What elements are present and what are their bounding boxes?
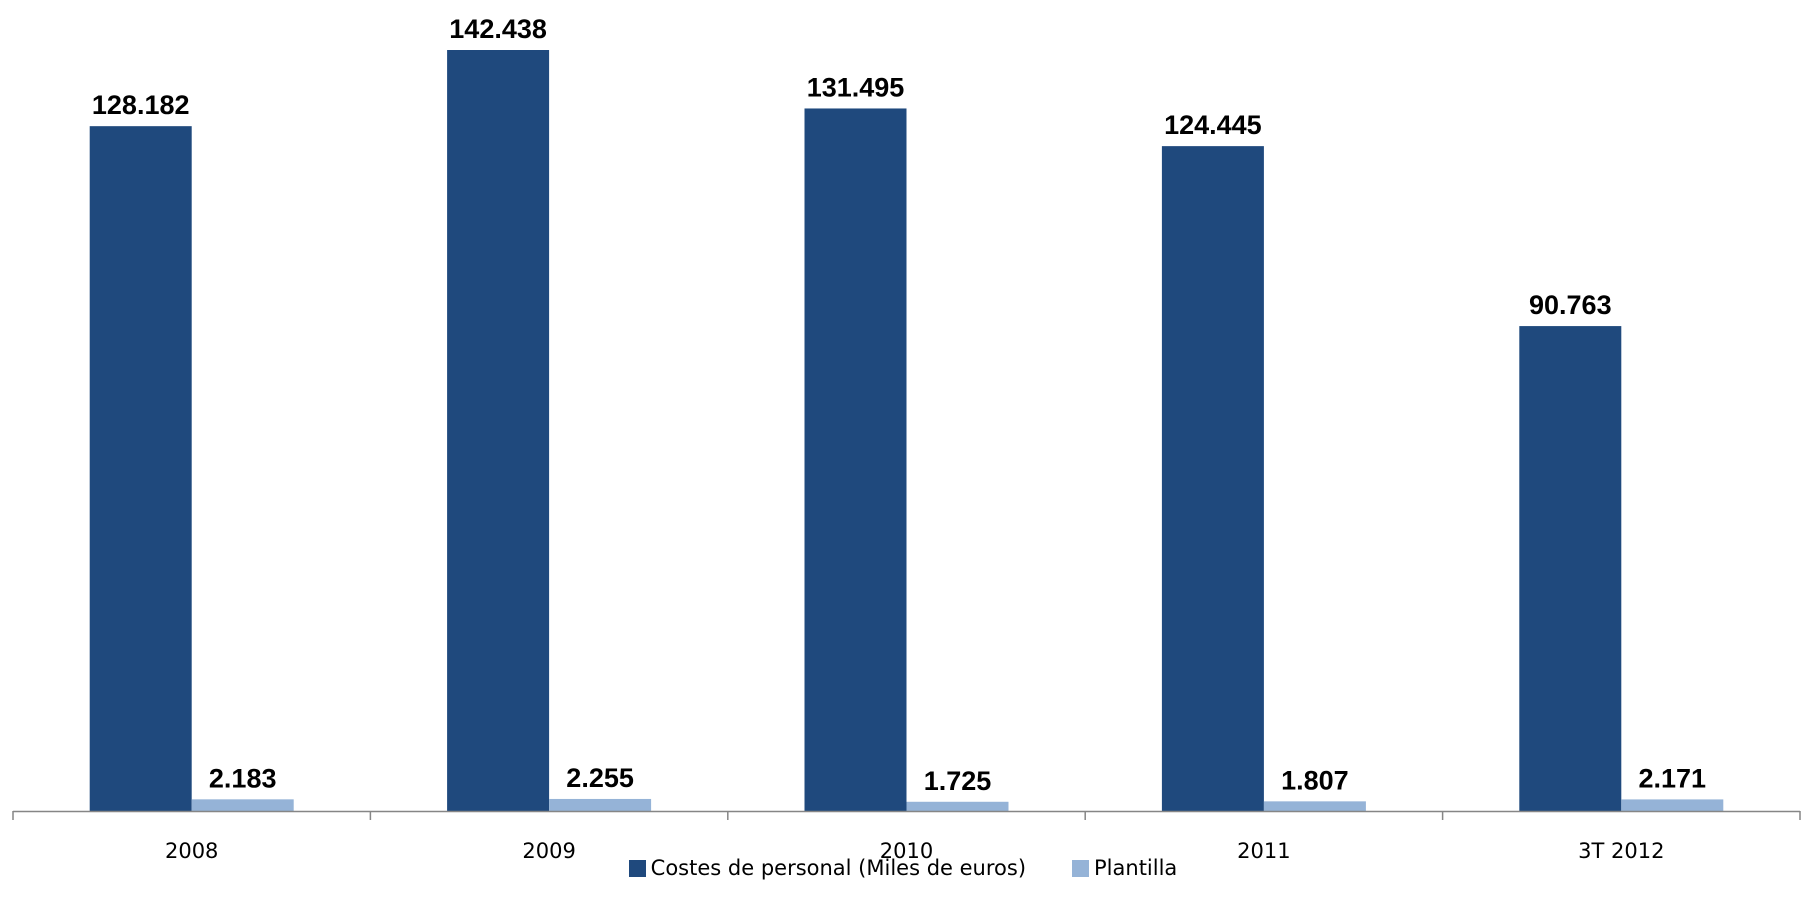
x-tick-label-2: 2010 bbox=[880, 839, 933, 863]
x-tick-labels: 2008 2009 2010 2011 3T 2012 bbox=[165, 839, 1664, 863]
bar-plantilla-4 bbox=[1621, 799, 1724, 811]
bar-plantilla-3 bbox=[1263, 801, 1366, 811]
x-tick-label-3: 2011 bbox=[1237, 839, 1290, 863]
bar-costes-0 bbox=[89, 126, 192, 812]
data-label-plantilla-3: 1.807 bbox=[1281, 765, 1349, 795]
bar-costes-3 bbox=[1161, 146, 1264, 812]
bar-costes-1 bbox=[447, 50, 550, 811]
bar-costes-4 bbox=[1519, 326, 1622, 811]
bar-plantilla-2 bbox=[906, 801, 1009, 811]
data-label-costes-0: 128.182 bbox=[92, 90, 190, 120]
data-label-plantilla-0: 2.183 bbox=[209, 763, 277, 793]
legend-label-costes: Costes de personal (Miles de euros) bbox=[650, 856, 1027, 880]
data-label-plantilla-4: 2.171 bbox=[1639, 763, 1707, 793]
x-axis bbox=[12, 810, 1801, 820]
bar-plantilla-0 bbox=[191, 799, 294, 811]
x-tick-label-4: 3T 2012 bbox=[1578, 839, 1664, 863]
x-tick-label-0: 2008 bbox=[165, 839, 218, 863]
data-label-costes-3: 124.445 bbox=[1164, 110, 1262, 140]
legend-item-costes: Costes de personal (Miles de euros) bbox=[628, 856, 1027, 880]
legend-swatch-plantilla bbox=[1072, 859, 1090, 877]
data-label-plantilla-2: 1.725 bbox=[924, 766, 992, 796]
legend-swatch-costes bbox=[628, 859, 646, 877]
legend-item-plantilla: Plantilla bbox=[1072, 856, 1177, 880]
bars-layer bbox=[89, 50, 1724, 812]
data-label-costes-4: 90.763 bbox=[1529, 290, 1612, 320]
data-label-costes-2: 131.495 bbox=[807, 72, 905, 102]
legend: Costes de personal (Miles de euros) Plan… bbox=[0, 856, 1806, 880]
x-tick-label-1: 2009 bbox=[522, 839, 575, 863]
bar-plantilla-1 bbox=[549, 798, 652, 811]
legend-label-plantilla: Plantilla bbox=[1094, 856, 1178, 880]
data-label-costes-1: 142.438 bbox=[449, 14, 547, 44]
value-labels-layer: 128.182 2.183 142.438 2.255 131.495 1.725 124.… bbox=[92, 14, 1706, 796]
bar-costes-2 bbox=[804, 108, 907, 811]
data-label-plantilla-1: 2.255 bbox=[566, 763, 634, 793]
